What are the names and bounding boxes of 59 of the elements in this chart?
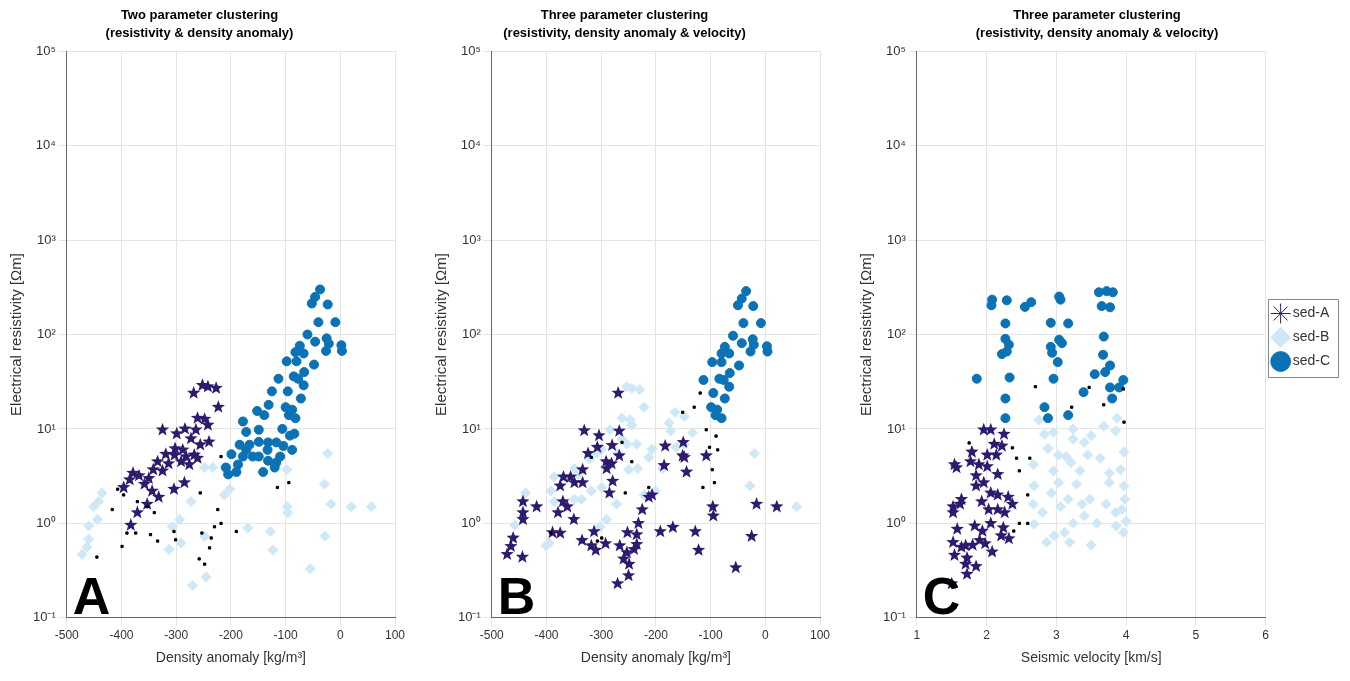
y-tick-label: 10⁵ bbox=[35, 42, 56, 58]
chart-subtitle: (resistivity & density anomaly) bbox=[105, 24, 294, 40]
y-tick-label: 10⁵ bbox=[885, 42, 906, 58]
x-tick-label: -500 bbox=[54, 628, 80, 643]
x-tick-label: 2 bbox=[983, 628, 991, 643]
x-tick-label: -100 bbox=[273, 628, 298, 643]
chart-subtitle: (resistivity, density anomaly & velocity) bbox=[503, 24, 746, 40]
y-tick-label: 10⁴ bbox=[460, 137, 481, 153]
x-axis-title: Density anomaly [kg/m³] bbox=[580, 649, 731, 666]
x-tick-label: 3 bbox=[1052, 628, 1060, 643]
x-tick-label: 4 bbox=[1122, 628, 1130, 643]
y-axis-title: Electrical resistivity [Ωm] bbox=[857, 253, 875, 416]
x-tick-label: -300 bbox=[164, 628, 189, 643]
y-tick-label: 10³ bbox=[461, 231, 482, 247]
x-tick-label: 5 bbox=[1192, 628, 1200, 643]
x-tick-label: -400 bbox=[534, 628, 559, 643]
legend-label: sed-C bbox=[1292, 352, 1331, 369]
chart-title: Three parameter clustering bbox=[1013, 7, 1181, 23]
legend-label: sed-B bbox=[1292, 328, 1330, 345]
y-tick-label: 10¹ bbox=[461, 420, 482, 436]
y-tick-label: 10⁻¹ bbox=[882, 609, 907, 625]
x-tick-label: 1 bbox=[913, 628, 921, 643]
y-tick-label: 10¹ bbox=[36, 420, 57, 436]
x-tick-label: -200 bbox=[643, 628, 669, 643]
y-tick-label: 10⁴ bbox=[35, 137, 56, 153]
y-tick-label: 10³ bbox=[36, 231, 57, 247]
y-tick-label: 10⁴ bbox=[885, 137, 906, 153]
x-tick-label: -500 bbox=[479, 628, 505, 643]
chart-title: Three parameter clustering bbox=[540, 7, 709, 23]
y-tick-label: 10⁰ bbox=[36, 514, 56, 530]
chart-title: Two parameter clustering bbox=[120, 7, 279, 23]
x-tick-label: 6 bbox=[1262, 628, 1270, 643]
legend-label: sed-A bbox=[1292, 304, 1330, 321]
annotation: C bbox=[922, 566, 961, 625]
y-tick-label: 10⁰ bbox=[886, 514, 906, 530]
y-tick-label: 10⁻¹ bbox=[32, 609, 57, 625]
annotation: B bbox=[497, 566, 536, 625]
x-tick-label: 0 bbox=[761, 628, 769, 643]
x-axis-title: Seismic velocity [km/s] bbox=[1020, 649, 1162, 666]
y-axis-title: Electrical resistivity [Ωm] bbox=[432, 253, 450, 416]
x-tick-label: 100 bbox=[809, 628, 831, 643]
annotation: A bbox=[72, 566, 111, 625]
y-tick-label: 10⁻¹ bbox=[457, 609, 482, 625]
chart-subtitle: (resistivity, density anomaly & velocity) bbox=[975, 24, 1219, 40]
x-axis-title: Density anomaly [kg/m³] bbox=[155, 649, 306, 666]
y-tick-label: 10⁰ bbox=[461, 514, 481, 530]
x-tick-label: -200 bbox=[218, 628, 244, 643]
y-tick-label: 10³ bbox=[886, 231, 907, 247]
x-tick-label: -300 bbox=[589, 628, 614, 643]
x-tick-label: 0 bbox=[336, 628, 344, 643]
y-tick-label: 10⁵ bbox=[460, 42, 481, 58]
x-tick-label: -100 bbox=[698, 628, 723, 643]
y-tick-label: 10² bbox=[36, 326, 57, 342]
y-tick-label: 10² bbox=[886, 326, 907, 342]
x-tick-label: -400 bbox=[109, 628, 134, 643]
x-tick-label: 100 bbox=[384, 628, 406, 643]
y-axis-title: Electrical resistivity [Ωm] bbox=[7, 253, 25, 416]
y-tick-label: 10¹ bbox=[886, 420, 907, 436]
y-tick-label: 10² bbox=[461, 326, 482, 342]
